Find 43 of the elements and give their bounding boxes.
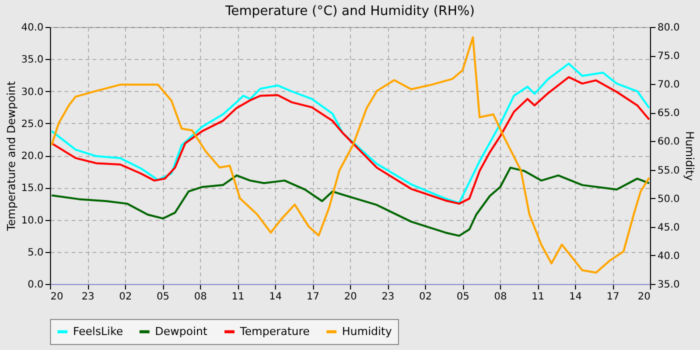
- x-tick-label: 20: [638, 292, 650, 302]
- y2-tick-label: 70.0: [658, 80, 680, 91]
- x-tick-label: 02: [119, 292, 132, 302]
- y-tick-label: 5.0: [28, 247, 44, 258]
- y-tick-label: 0.0: [28, 280, 44, 290]
- x-tick-label: 08: [194, 292, 207, 302]
- x-tick-label: 14: [569, 292, 582, 302]
- y2-tick-label: 65.0: [658, 108, 680, 120]
- y2-tick-label: 45.0: [658, 222, 680, 234]
- y-tick-label: 25.0: [21, 118, 44, 130]
- x-tick-label: 20: [50, 292, 64, 302]
- y-tick-label: 15.0: [21, 183, 44, 194]
- y2-tick-label: 35.0: [658, 280, 680, 290]
- legend-label: Temperature: [239, 324, 310, 338]
- y-tick-label: 10.0: [21, 215, 44, 226]
- y2-tick-label: 80.0: [658, 22, 680, 34]
- y-tick-label: 35.0: [21, 54, 44, 66]
- x-tick-label: 14: [269, 292, 282, 302]
- legend-label: Dewpoint: [155, 324, 208, 338]
- y2-tick-label: 75.0: [658, 51, 680, 62]
- x-tick-label: 05: [456, 292, 470, 302]
- legend-label: FeelsLike: [73, 324, 124, 338]
- x-tick-label: 08: [494, 292, 507, 302]
- x-tick-label: 11: [532, 292, 544, 302]
- y-tick-label: 30.0: [21, 86, 44, 98]
- y-tick-label: 40.0: [21, 22, 44, 34]
- x-tick-label: 23: [82, 292, 94, 302]
- y2-tick-label: 50.0: [658, 194, 680, 205]
- y2-tick-label: 55.0: [658, 165, 680, 176]
- x-tick-label: 20: [344, 292, 357, 302]
- y2-tick-label: 60.0: [658, 136, 680, 148]
- x-tick-label: 05: [156, 292, 170, 302]
- x-tick-label: 11: [232, 292, 244, 302]
- y2-axis-title: Humidity: [682, 131, 696, 182]
- x-tick-label: 02: [419, 292, 432, 302]
- x-tick-label: 17: [606, 292, 620, 302]
- y-tick-label: 20.0: [21, 151, 44, 162]
- x-tick-label: 23: [382, 292, 394, 302]
- y-axis-title: Temperature and Dewpoint: [5, 80, 18, 232]
- chart-title: Temperature (°C) and Humidity (RH%): [224, 4, 475, 19]
- legend-label: Humidity: [342, 324, 392, 338]
- y2-tick-label: 40.0: [658, 250, 680, 262]
- x-tick-label: 17: [306, 292, 320, 302]
